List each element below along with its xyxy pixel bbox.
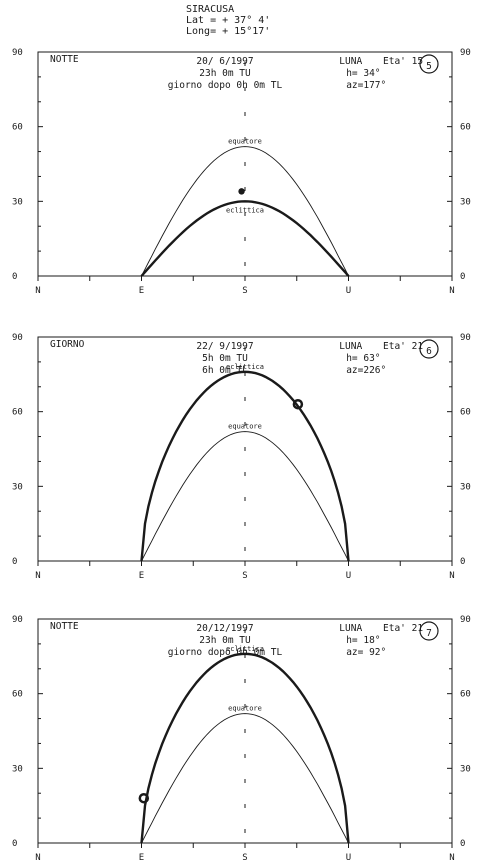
y-tick-label-right: 60 xyxy=(460,123,471,133)
y-tick-label-left: 60 xyxy=(12,408,23,418)
y-tick-label-left: 60 xyxy=(12,123,23,133)
y-tick-label-left: 30 xyxy=(12,197,23,207)
x-tick-label: E xyxy=(139,286,144,296)
altitude-label: h= 18° xyxy=(346,635,380,646)
x-tick-label: U xyxy=(346,286,351,296)
ecliptic-label: eclittica xyxy=(226,645,264,653)
x-tick-label: N xyxy=(449,286,454,296)
moon-marker xyxy=(138,792,150,804)
ecliptic-curve xyxy=(140,370,350,562)
altitude-label: h= 34° xyxy=(346,68,380,79)
panel-number-circle xyxy=(419,621,439,641)
y-tick-label-right: 30 xyxy=(460,764,471,774)
location-name: SIRACUSA xyxy=(186,4,235,15)
equator-curve xyxy=(141,431,349,562)
azimuth-label: az=226° xyxy=(346,365,386,376)
x-tick-label: N xyxy=(449,853,454,863)
moon-marker xyxy=(238,188,245,195)
y-tick-label-right: 0 xyxy=(460,557,465,567)
phase-label: NOTTE xyxy=(50,54,79,65)
x-tick-label: S xyxy=(242,853,247,863)
azimuth-label: az=177° xyxy=(346,80,386,91)
altitude-label: h= 63° xyxy=(346,353,380,364)
phase-label: GIORNO xyxy=(50,339,85,350)
age-label: Eta' 21 xyxy=(383,623,423,634)
y-tick-label-left: 90 xyxy=(12,615,23,625)
tl-time-label: giorno dopo 0h 0m TL xyxy=(168,647,283,658)
y-tick-label-right: 30 xyxy=(460,482,471,492)
longitude-label: Long= + 15°17' xyxy=(186,26,271,37)
x-tick-label: N xyxy=(35,853,40,863)
x-tick-label: N xyxy=(449,571,454,581)
ut-time-label: 23h 0m TU xyxy=(199,68,251,79)
latitude-label: Lat = + 37° 4' xyxy=(186,15,271,26)
y-tick-label-right: 60 xyxy=(460,408,471,418)
ecliptic-label: eclittica xyxy=(226,206,264,214)
x-tick-label: N xyxy=(35,571,40,581)
y-tick-label-right: 90 xyxy=(460,615,471,625)
y-tick-label-right: 30 xyxy=(460,197,471,207)
azimuth-label: az= 92° xyxy=(346,647,386,658)
tl-time-label: 6h 0m TL xyxy=(202,365,248,376)
equator-label: equatore xyxy=(228,138,262,146)
y-tick-label-left: 90 xyxy=(12,333,23,343)
x-tick-label: N xyxy=(35,286,40,296)
ecliptic-curve xyxy=(140,200,350,277)
phase-label: NOTTE xyxy=(50,621,79,632)
y-tick-label-right: 90 xyxy=(460,333,471,343)
panel-number-circle xyxy=(419,54,439,74)
tl-time-label: giorno dopo 0h 0m TL xyxy=(168,80,283,91)
equator-curve xyxy=(141,146,349,277)
panel-number: 5 xyxy=(426,61,432,72)
panel-number-circle xyxy=(419,339,439,359)
panel-number: 6 xyxy=(426,346,432,357)
y-tick-label-left: 0 xyxy=(12,839,17,849)
y-tick-label-left: 60 xyxy=(12,690,23,700)
date-label: 22/ 9/1997 xyxy=(196,341,253,352)
y-tick-label-left: 0 xyxy=(12,557,17,567)
y-tick-label-left: 30 xyxy=(12,764,23,774)
y-tick-label-right: 0 xyxy=(460,839,465,849)
y-tick-label-right: 60 xyxy=(460,690,471,700)
y-tick-label-right: 90 xyxy=(460,48,471,58)
y-tick-label-right: 0 xyxy=(460,272,465,282)
x-tick-label: S xyxy=(242,286,247,296)
moon-marker xyxy=(292,398,304,410)
body-label: LUNA xyxy=(339,341,362,352)
age-label: Eta' 21 xyxy=(383,341,423,352)
equator-label: equatore xyxy=(228,423,262,431)
x-tick-label: U xyxy=(346,571,351,581)
ut-time-label: 5h 0m TU xyxy=(202,353,248,364)
x-tick-label: E xyxy=(139,853,144,863)
x-tick-label: U xyxy=(346,853,351,863)
date-label: 20/ 6/1997 xyxy=(196,56,253,67)
date-label: 20/12/1997 xyxy=(196,623,253,634)
x-tick-label: E xyxy=(139,571,144,581)
x-tick-label: S xyxy=(242,571,247,581)
ecliptic-label: eclittica xyxy=(226,363,264,371)
equator-label: equatore xyxy=(228,705,262,713)
body-label: LUNA xyxy=(339,56,362,67)
body-label: LUNA xyxy=(339,623,362,634)
y-tick-label-left: 30 xyxy=(12,482,23,492)
age-label: Eta' 15 xyxy=(383,56,423,67)
ecliptic-curve xyxy=(140,652,350,844)
panel-number: 7 xyxy=(426,628,432,639)
ut-time-label: 23h 0m TU xyxy=(199,635,251,646)
equator-curve xyxy=(141,713,349,844)
y-tick-label-left: 0 xyxy=(12,272,17,282)
y-tick-label-left: 90 xyxy=(12,48,23,58)
